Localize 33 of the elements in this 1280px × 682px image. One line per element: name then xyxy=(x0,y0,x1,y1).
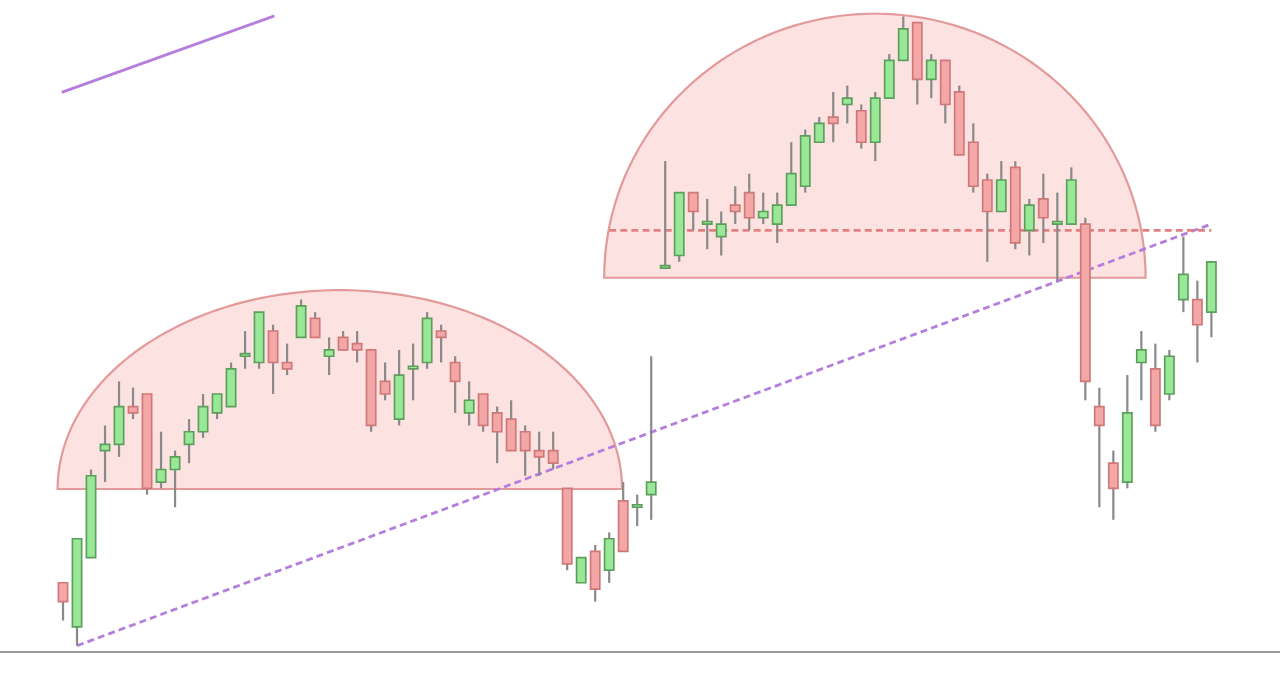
candlestick xyxy=(295,298,307,339)
candlestick xyxy=(407,342,419,402)
candlestick xyxy=(1093,386,1105,509)
candlestick xyxy=(1135,329,1147,402)
candlestick xyxy=(99,424,111,484)
candlestick xyxy=(1107,449,1119,521)
candlestick xyxy=(323,336,335,377)
candlestick xyxy=(687,191,699,232)
candlestick xyxy=(589,543,601,603)
candlestick xyxy=(1037,172,1049,245)
candlestick xyxy=(1163,348,1175,402)
candlestick xyxy=(645,355,657,521)
candlestick xyxy=(463,380,475,427)
candlestick xyxy=(575,556,587,584)
candlestick xyxy=(309,311,321,339)
candlestick xyxy=(113,380,125,459)
candlestick xyxy=(1177,235,1189,314)
candlestick xyxy=(603,531,615,584)
candlestick xyxy=(127,386,139,421)
candlestick xyxy=(841,84,853,125)
candlestick xyxy=(995,160,1007,213)
candlestick xyxy=(925,53,937,100)
candlestick xyxy=(827,90,839,144)
candlestick xyxy=(1191,279,1203,364)
candlestick xyxy=(449,355,461,414)
candlestick xyxy=(393,348,405,427)
candlestick xyxy=(435,323,447,364)
candlestick xyxy=(421,311,433,370)
candlestick xyxy=(659,160,671,270)
candlestick xyxy=(855,103,867,150)
candlestick xyxy=(57,581,69,622)
candlestick xyxy=(1023,197,1035,257)
candlestick xyxy=(631,493,643,528)
